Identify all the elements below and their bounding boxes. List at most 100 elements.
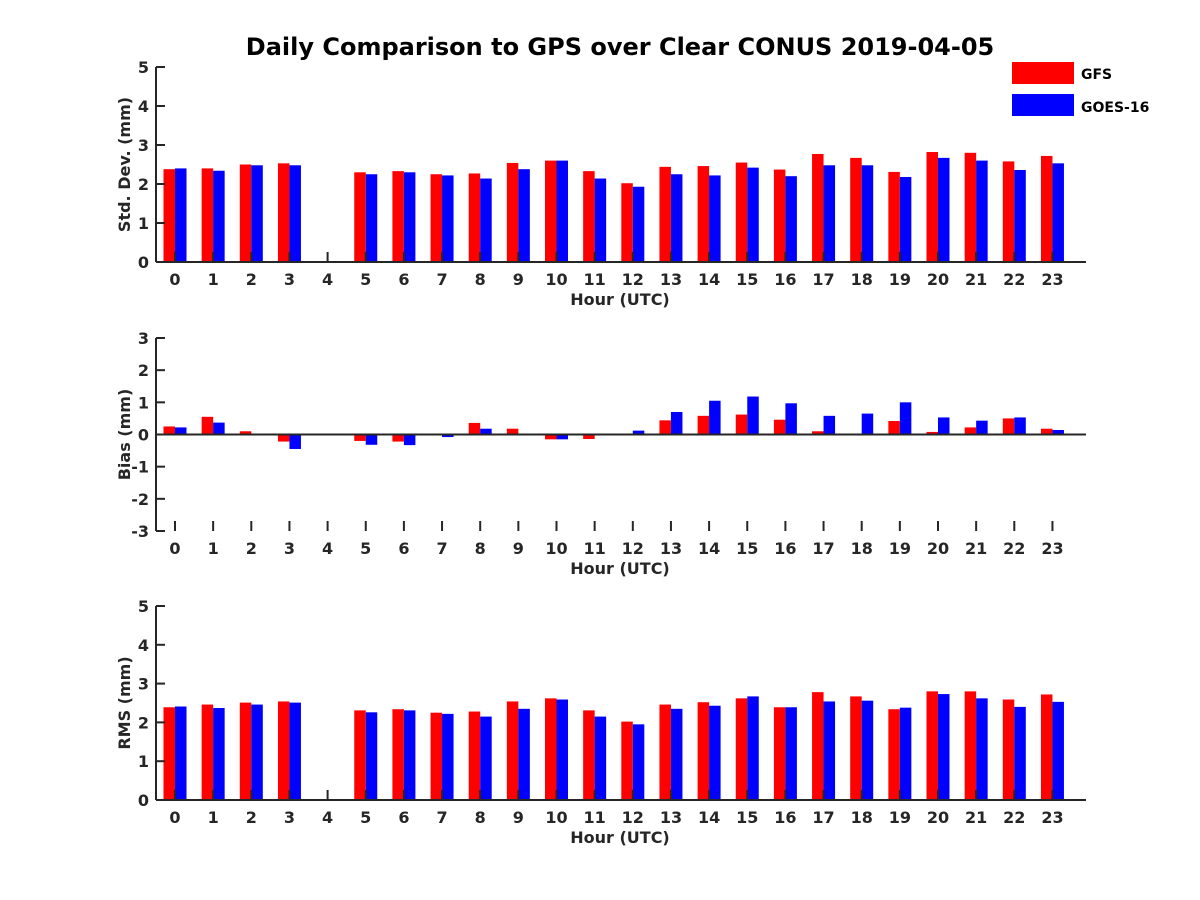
- x-tick-label-std: 18: [851, 270, 873, 289]
- bar-bias-goes16-hour-5: [365, 434, 378, 445]
- x-tick-label-std: 3: [284, 270, 295, 289]
- bar-std-gfs-hour-8: [468, 173, 481, 262]
- y-tick-label-rms: 5: [138, 597, 149, 616]
- x-tick-label-std: 14: [698, 270, 720, 289]
- y-axis-label-std: Std. Dev. (mm): [115, 97, 134, 232]
- x-tick-label-bias: 16: [774, 539, 796, 558]
- bar-bias-goes16-hour-15: [747, 396, 759, 435]
- bar-std-goes16-hour-3: [289, 165, 301, 262]
- bar-rms-goes16-hour-17: [823, 701, 836, 800]
- bar-std-goes16-hour-11: [594, 178, 607, 262]
- y-tick-label-rms: 2: [138, 713, 149, 732]
- bar-bias-gfs-hour-23: [1040, 428, 1053, 435]
- bar-rms-gfs-hour-14: [697, 702, 710, 800]
- bar-std-gfs-hour-21: [964, 152, 977, 262]
- bar-rms-gfs-hour-19: [888, 709, 900, 800]
- y-axis-label-bias: Bias (mm): [115, 389, 134, 481]
- x-tick-label-rms: 20: [927, 808, 949, 827]
- bar-std-goes16-hour-9: [518, 169, 530, 262]
- bar-bias-goes16-hour-10: [556, 434, 568, 440]
- y-tick-label-rms: 0: [138, 791, 149, 810]
- bar-std-gfs-hour-13: [659, 166, 671, 262]
- x-tick-label-bias: 3: [284, 539, 295, 558]
- bar-std-goes16-hour-1: [213, 170, 225, 262]
- x-tick-label-rms: 6: [398, 808, 409, 827]
- y-tick-label-bias: -1: [131, 458, 149, 477]
- bar-std-goes16-hour-17: [823, 165, 836, 262]
- bar-bias-gfs-hour-19: [888, 420, 900, 435]
- bar-bias-gfs-hour-1: [201, 416, 214, 435]
- x-tick-label-std: 15: [736, 270, 758, 289]
- x-tick-label-rms: 9: [513, 808, 524, 827]
- bar-rms-gfs-hour-8: [468, 711, 481, 800]
- x-tick-label-rms: 2: [246, 808, 257, 827]
- bar-rms-gfs-hour-3: [277, 701, 290, 800]
- bar-bias-goes16-hour-13: [670, 411, 683, 435]
- bar-std-gfs-hour-10: [545, 160, 557, 262]
- x-tick-label-std: 20: [927, 270, 949, 289]
- bar-bias-goes16-hour-14: [709, 400, 721, 435]
- bar-std-goes16-hour-14: [709, 175, 721, 262]
- bar-bias-gfs-hour-13: [659, 420, 671, 435]
- bar-rms-gfs-hour-11: [583, 710, 595, 800]
- bar-rms-gfs-hour-21: [964, 691, 977, 800]
- x-tick-label-rms: 15: [736, 808, 758, 827]
- x-axis-label-bias: Hour (UTC): [570, 559, 670, 578]
- x-tick-label-bias: 4: [322, 539, 333, 558]
- bar-rms-gfs-hour-13: [659, 704, 671, 800]
- x-tick-label-rms: 7: [436, 808, 447, 827]
- bar-rms-goes16-hour-7: [442, 713, 454, 800]
- bar-bias-gfs-hour-10: [545, 434, 557, 440]
- y-axis-label-rms: RMS (mm): [115, 656, 134, 749]
- bar-std-gfs-hour-22: [1002, 161, 1015, 262]
- bar-rms-goes16-hour-6: [403, 710, 416, 800]
- bar-bias-goes16-hour-7: [442, 434, 454, 438]
- x-tick-label-rms: 17: [812, 808, 834, 827]
- x-tick-label-bias: 22: [1003, 539, 1025, 558]
- bar-rms-goes16-hour-14: [709, 705, 721, 800]
- x-tick-label-bias: 23: [1041, 539, 1063, 558]
- legend-label-goes16: GOES-16: [1081, 100, 1149, 116]
- bar-bias-goes16-hour-3: [289, 434, 301, 449]
- bar-rms-gfs-hour-12: [621, 721, 633, 800]
- bar-std-gfs-hour-17: [812, 153, 824, 262]
- legend: GFS GOES-16: [1012, 62, 1149, 116]
- y-tick-label-rms: 1: [138, 752, 149, 771]
- legend-swatch-gfs: [1012, 62, 1074, 84]
- bar-bias-gfs-hour-20: [926, 431, 938, 435]
- bar-rms-goes16-hour-19: [899, 707, 912, 800]
- bar-bias-gfs-hour-17: [812, 431, 824, 435]
- bar-bias-gfs-hour-9: [506, 428, 519, 435]
- legend-label-gfs: GFS: [1081, 67, 1112, 83]
- bar-rms-goes16-hour-9: [518, 708, 530, 800]
- bar-std-gfs-hour-0: [163, 169, 175, 262]
- x-tick-label-rms: 18: [851, 808, 873, 827]
- bar-std-goes16-hour-23: [1052, 163, 1064, 262]
- x-tick-label-bias: 14: [698, 539, 720, 558]
- bar-bias-gfs-hour-22: [1002, 418, 1015, 435]
- bar-bias-goes16-hour-22: [1014, 417, 1026, 435]
- bar-bias-goes16-hour-20: [938, 417, 950, 435]
- bar-std-goes16-hour-15: [747, 167, 759, 262]
- bar-rms-gfs-hour-20: [926, 691, 938, 800]
- x-tick-label-std: 0: [169, 270, 180, 289]
- y-tick-label-bias: 1: [138, 393, 149, 412]
- x-tick-label-rms: 4: [322, 808, 333, 827]
- x-tick-label-std: 13: [660, 270, 682, 289]
- bar-std-gfs-hour-6: [392, 171, 404, 262]
- bar-rms-goes16-hour-15: [747, 696, 759, 800]
- bar-rms-gfs-hour-0: [163, 707, 175, 800]
- x-tick-label-bias: 5: [360, 539, 371, 558]
- bar-std-goes16-hour-12: [632, 186, 645, 262]
- bar-bias-gfs-hour-16: [773, 419, 786, 435]
- bar-std-goes16-hour-0: [175, 168, 187, 262]
- y-tick-label-rms: 3: [138, 675, 149, 694]
- y-tick-label-std: 5: [138, 58, 149, 77]
- bar-std-goes16-hour-8: [480, 178, 492, 262]
- bar-std-gfs-hour-15: [735, 162, 748, 262]
- x-tick-label-bias: 0: [169, 539, 180, 558]
- bar-bias-goes16-hour-8: [480, 428, 492, 435]
- bar-std-gfs-hour-20: [926, 152, 938, 262]
